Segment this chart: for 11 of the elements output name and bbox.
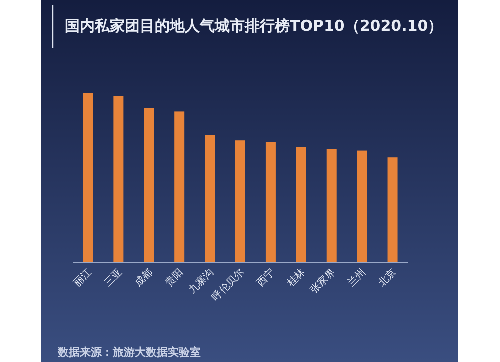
x-tick-label: 三亚 (102, 267, 125, 290)
title: 国内私家团目的地人气城市排行榜TOP10（2020.10） (65, 17, 444, 35)
x-tick-label: 桂林 (284, 266, 308, 290)
x-tick-label: 贵阳 (163, 266, 186, 290)
x-tick-label: 成都 (132, 266, 156, 290)
source-note: 数据来源：旅游大数据实验室 (57, 346, 201, 359)
x-tick-label: 西宁 (254, 266, 278, 290)
x-tick-label: 丽江 (72, 266, 94, 290)
x-tick-label: 张家界 (308, 266, 338, 296)
x-tick-label: 兰州 (346, 266, 368, 290)
x-tick-label: 北京 (376, 266, 399, 290)
